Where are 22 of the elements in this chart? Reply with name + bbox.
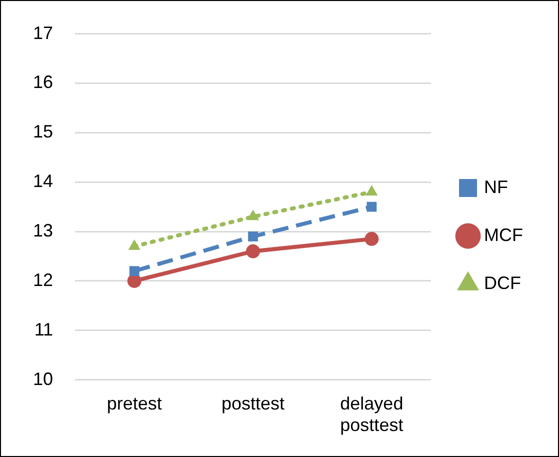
legend-label: NF xyxy=(484,176,508,197)
y-tick-label: 12 xyxy=(32,270,54,290)
point xyxy=(246,210,260,220)
point xyxy=(366,202,377,212)
y-tick-label: 13 xyxy=(32,220,54,240)
x-tick-label: posttest xyxy=(221,394,285,414)
point xyxy=(366,184,378,196)
x-tick-label: delayed posttest xyxy=(340,394,404,436)
y-tick-label: 10 xyxy=(32,368,54,389)
legend-label: MCF xyxy=(484,224,524,245)
point xyxy=(129,266,140,276)
x-tick-label: pretest xyxy=(106,394,162,414)
y-tick-label: 14 xyxy=(32,171,54,192)
y-tick-label: 16 xyxy=(32,72,54,92)
point xyxy=(246,244,260,258)
legend-label: DCF xyxy=(484,272,522,293)
y-tick-label: 15 xyxy=(32,122,54,142)
point xyxy=(127,274,142,288)
point xyxy=(364,232,379,246)
y-tick-label: 11 xyxy=(34,319,54,340)
y-tick-label: 17 xyxy=(32,22,54,43)
point xyxy=(248,232,258,242)
